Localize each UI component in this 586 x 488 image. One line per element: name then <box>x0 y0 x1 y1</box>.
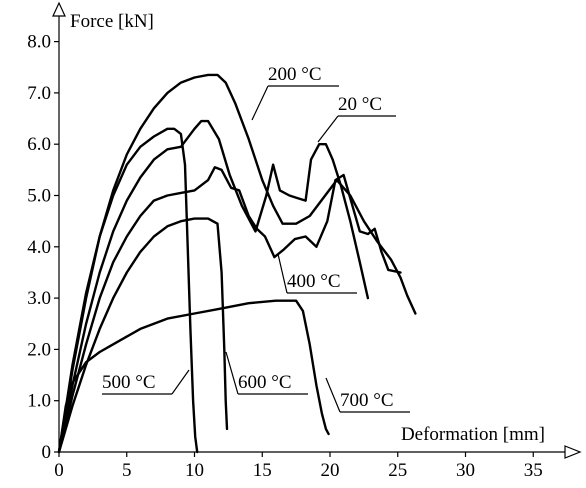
label-leader-700c <box>325 377 341 413</box>
series-label-20c: 20 °C <box>338 94 382 115</box>
y-tick-label: 1.0 <box>27 391 51 412</box>
y-axis-arrow <box>52 1 66 17</box>
series-line-20c <box>57 119 370 454</box>
series-line-600c <box>57 217 229 454</box>
x-tick-label: 30 <box>456 460 475 481</box>
axes <box>52 1 582 459</box>
x-axis-arrow <box>564 445 582 459</box>
x-tick-label: 5 <box>122 460 132 481</box>
label-leader-200c <box>251 85 269 121</box>
label-leader-400c <box>277 253 288 294</box>
y-tick-label: 4.0 <box>27 237 51 258</box>
series-label-600c: 600 °C <box>238 372 292 393</box>
label-leader-600c <box>225 351 239 395</box>
y-tick-label: 7.0 <box>27 83 51 104</box>
tick-labels: 0 1.0 2.0 3.0 4.0 5.0 6.0 7.0 8.0 0 5 10 15 20 25 30 35 <box>27 32 543 481</box>
series-label-200c: 200 °C <box>268 64 322 85</box>
x-tick-label: 0 <box>54 460 64 481</box>
series-labels: 200 °C 20 °C 400 °C 500 °C 600 °C 700 °C <box>102 64 410 413</box>
series-line-500c <box>57 127 199 454</box>
y-tick-label: 6.0 <box>27 134 51 155</box>
y-tick-label: 5.0 <box>27 186 51 207</box>
series-lines <box>57 73 417 454</box>
y-tick-label: 0 <box>42 442 52 463</box>
label-leader-20c <box>317 115 339 143</box>
x-axis-title: Deformation [mm] <box>401 424 545 445</box>
series-line-200c <box>57 73 417 454</box>
series-label-500c: 500 °C <box>102 372 156 393</box>
x-tick-label: 25 <box>388 460 407 481</box>
label-leader-500c <box>171 369 190 395</box>
x-tick-label: 15 <box>253 460 272 481</box>
x-tick-label: 10 <box>185 460 204 481</box>
x-tick-label: 20 <box>321 460 340 481</box>
y-tick-label: 2.0 <box>27 339 51 360</box>
x-tick-label: 35 <box>524 460 543 481</box>
series-label-700c: 700 °C <box>340 390 394 411</box>
series-line-400c <box>57 166 402 454</box>
y-tick-label: 3.0 <box>27 288 51 309</box>
y-tick-label: 8.0 <box>27 32 51 53</box>
series-label-400c: 400 °C <box>287 271 341 292</box>
y-axis-title: Force [kN] <box>70 11 154 32</box>
series-line-700c <box>57 299 330 454</box>
